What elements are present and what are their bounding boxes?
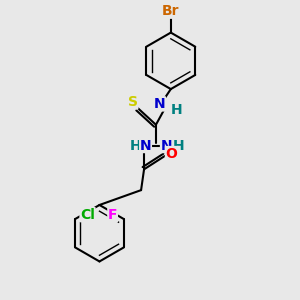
Text: N: N	[154, 97, 165, 111]
Text: O: O	[166, 147, 177, 160]
Text: N: N	[160, 139, 172, 152]
Text: F: F	[108, 208, 117, 222]
Text: H: H	[170, 103, 182, 117]
Text: S: S	[128, 95, 138, 109]
Text: H: H	[172, 139, 184, 152]
Text: Cl: Cl	[80, 208, 95, 222]
Text: H: H	[129, 139, 141, 152]
Text: N: N	[140, 139, 152, 152]
Text: Br: Br	[162, 4, 180, 18]
